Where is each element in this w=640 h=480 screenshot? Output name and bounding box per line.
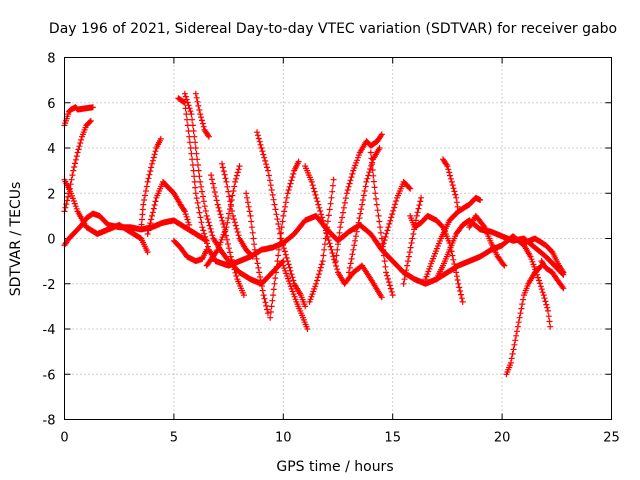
x-tick-label: 0 <box>60 431 68 446</box>
data-markers <box>280 262 311 332</box>
y-tick-label: -2 <box>43 278 56 293</box>
data-markers <box>254 129 309 310</box>
x-tick-label: 20 <box>494 431 511 446</box>
series-arc-2 <box>61 117 94 215</box>
data-markers <box>521 235 567 276</box>
x-tick-label: 10 <box>275 431 292 446</box>
x-tick-labels: 0 5 10 15 20 25 <box>60 431 619 446</box>
series-arc-6 <box>144 178 193 237</box>
series-arc-26 <box>422 194 484 283</box>
data-markers <box>440 156 462 215</box>
series-arc-4 <box>61 176 151 256</box>
series-arc-27 <box>440 156 462 215</box>
data-markers <box>378 178 414 253</box>
series-arc-1 <box>61 104 96 129</box>
data-markers <box>144 178 193 237</box>
series-arc-13 <box>219 160 256 260</box>
data-markers <box>400 194 425 287</box>
series-arc-29 <box>466 212 508 269</box>
data-markers <box>306 176 337 305</box>
y-tick-label: 2 <box>47 187 55 202</box>
y-tick-label: -8 <box>43 414 56 429</box>
series-arc-19 <box>306 176 337 305</box>
data-markers <box>332 131 385 265</box>
y-tick-label: 0 <box>47 233 55 248</box>
y-tick-label: 4 <box>47 142 55 157</box>
data-markers <box>466 212 508 269</box>
series-arc-33 <box>538 258 567 292</box>
data-markers <box>538 258 567 292</box>
series-arc-5 <box>138 135 164 233</box>
series-arc-17 <box>280 262 311 332</box>
x-tick-label: 25 <box>603 431 620 446</box>
data-markers <box>61 117 94 215</box>
series-arc-21 <box>345 145 383 276</box>
series-arc-7 <box>170 237 210 265</box>
y-tick-label: -4 <box>43 323 56 338</box>
data-markers <box>192 90 212 140</box>
series-arc-16 <box>267 158 302 321</box>
data-markers <box>61 104 96 129</box>
data-markers <box>219 160 256 260</box>
data-markers <box>208 172 247 299</box>
series-arc-20 <box>332 131 385 265</box>
series-arc-18 <box>302 163 385 301</box>
data-markers <box>170 237 210 265</box>
series-arc-10 <box>192 90 212 140</box>
x-tick-label: 5 <box>170 431 178 446</box>
plot-frame <box>64 57 612 420</box>
series-arc-32 <box>521 235 567 276</box>
series-arc-14 <box>243 190 271 317</box>
data-markers <box>422 194 484 283</box>
data-markers <box>138 135 164 233</box>
data-markers <box>345 145 383 276</box>
data-markers <box>61 176 151 256</box>
series-arc-12 <box>208 172 247 299</box>
y-tick-label: 8 <box>47 52 55 67</box>
data-markers <box>407 212 466 305</box>
data-markers <box>302 163 385 301</box>
y-tick-label: -6 <box>43 368 56 383</box>
series-arc-15 <box>254 129 309 310</box>
series-arc-25 <box>407 212 466 305</box>
series-arc-24 <box>400 194 425 287</box>
y-tick-labels: 8 6 4 2 0 -2 -4 -6 -8 <box>43 52 56 429</box>
x-axis-label: GPS time / hours <box>276 459 393 475</box>
data-markers <box>243 190 271 317</box>
y-axis-label: SDTVAR / TECUs <box>8 182 24 297</box>
data-markers <box>267 158 302 321</box>
chart-title: Day 196 of 2021, Sidereal Day-to-day VTE… <box>49 21 617 37</box>
data-points <box>61 90 567 378</box>
x-tick-label: 15 <box>384 431 401 446</box>
series-arc-23 <box>378 178 414 253</box>
y-tick-label: 6 <box>47 97 55 112</box>
